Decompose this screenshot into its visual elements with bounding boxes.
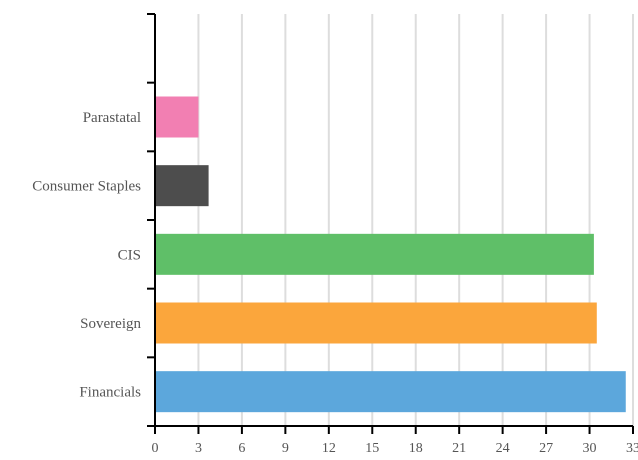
x-tick-label-21: 21 [452, 441, 466, 456]
x-tick-label-3: 3 [195, 441, 202, 456]
bars [155, 96, 626, 413]
category-label-financials: Financials [79, 385, 141, 401]
x-tick-label-30: 30 [583, 441, 597, 456]
grid-lines [197, 14, 634, 426]
bar-cis [155, 233, 594, 275]
x-tick-label-9: 9 [282, 441, 289, 456]
x-tick-label-24: 24 [496, 441, 510, 456]
bar-consumer-staples [155, 165, 209, 207]
axes [147, 13, 634, 434]
x-tick-label-6: 6 [238, 441, 245, 456]
category-label-consumer-staples: Consumer Staples [32, 179, 141, 195]
x-tick-label-18: 18 [409, 441, 423, 456]
category-label-sovereign: Sovereign [80, 316, 141, 332]
bar-sovereign [155, 302, 597, 344]
x-tick-label-12: 12 [322, 441, 336, 456]
labels: 0 3 6 9 12 15 18 21 24 27 30 33 Financials Sovereign C… [32, 110, 638, 456]
x-tick-label-15: 15 [365, 441, 379, 456]
bar-financials [155, 371, 626, 413]
category-label-cis: CIS [118, 247, 141, 263]
bar-parastatal [155, 96, 199, 138]
x-tick-label-27: 27 [539, 441, 553, 456]
x-tick-label-0: 0 [152, 441, 159, 456]
category-label-parastatal: Parastatal [83, 110, 141, 126]
x-tick-label-33: 33 [626, 441, 638, 456]
